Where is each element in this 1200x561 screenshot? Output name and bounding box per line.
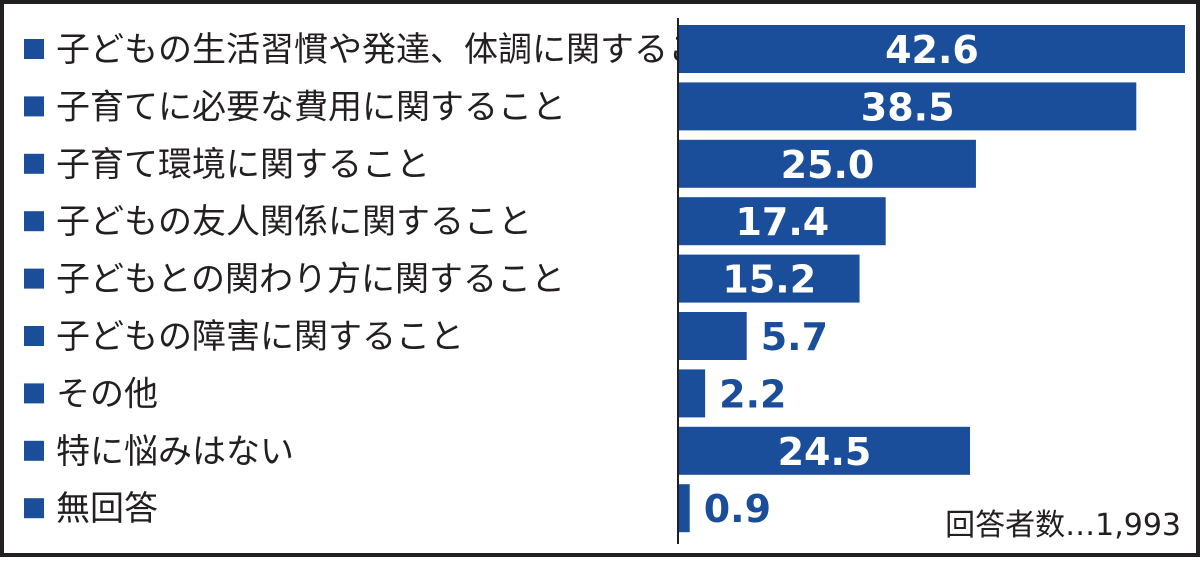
bar-value-label: 15.2: [722, 258, 816, 302]
category-label: 子どもの障害に関すること: [56, 317, 464, 357]
category-label: 子育てに必要な費用に関すること: [56, 87, 566, 127]
category-label: 無回答: [56, 489, 158, 529]
bar: [679, 139, 976, 188]
category-label: その他: [56, 374, 158, 414]
bar-chart: 子どもの生活習慣や発達、体調に関すること子育てに必要な費用に関すること子育て環境…: [24, 18, 1185, 544]
bar: [679, 484, 690, 533]
bar-value-label: 25.0: [781, 143, 875, 187]
bar: [679, 197, 886, 246]
category-labels: 子どもの生活習慣や発達、体調に関すること子育てに必要な費用に関すること子育て環境…: [24, 30, 736, 529]
bars: [679, 25, 1185, 533]
bar-value-label: 24.5: [778, 430, 872, 474]
bar-value-label: 0.9: [704, 487, 771, 531]
bar: [679, 82, 1137, 131]
category-label: 子育て環境に関すること: [56, 145, 430, 185]
bar-value-label: 38.5: [861, 85, 955, 129]
category-bullet-icon: [24, 153, 44, 174]
value-labels: 42.6 38.5 25.0 17.4 15.2 5.7 2.2 24.50.9: [704, 28, 979, 531]
category-bullet-icon: [24, 268, 44, 289]
bar: [679, 25, 1185, 73]
category-bullet-icon: [24, 96, 44, 117]
category-label: 子どもの友人関係に関すること: [56, 202, 532, 242]
bar-value-label: 2.2: [719, 372, 786, 416]
category-bullet-icon: [24, 440, 44, 461]
bar: [679, 312, 747, 360]
respondent-count-note: 回答者数…1,993: [945, 508, 1181, 543]
bar: [679, 254, 860, 303]
category-bullet-icon: [24, 39, 44, 59]
category-label: 特に悩みはない: [56, 432, 294, 472]
bar: [679, 426, 971, 475]
category-bullet-icon: [24, 326, 44, 346]
bar: [679, 369, 706, 418]
bar-value-label: 42.6: [885, 28, 979, 72]
category-bullet-icon: [24, 383, 44, 404]
bar-value-label: 17.4: [735, 200, 829, 244]
bar-value-label: 5.7: [761, 315, 828, 359]
category-label: 子どもとの関わり方に関すること: [56, 260, 565, 300]
category-bullet-icon: [24, 211, 44, 232]
category-label: 子どもの生活習慣や発達、体調に関すること: [56, 30, 736, 70]
category-bullet-icon: [24, 498, 44, 519]
